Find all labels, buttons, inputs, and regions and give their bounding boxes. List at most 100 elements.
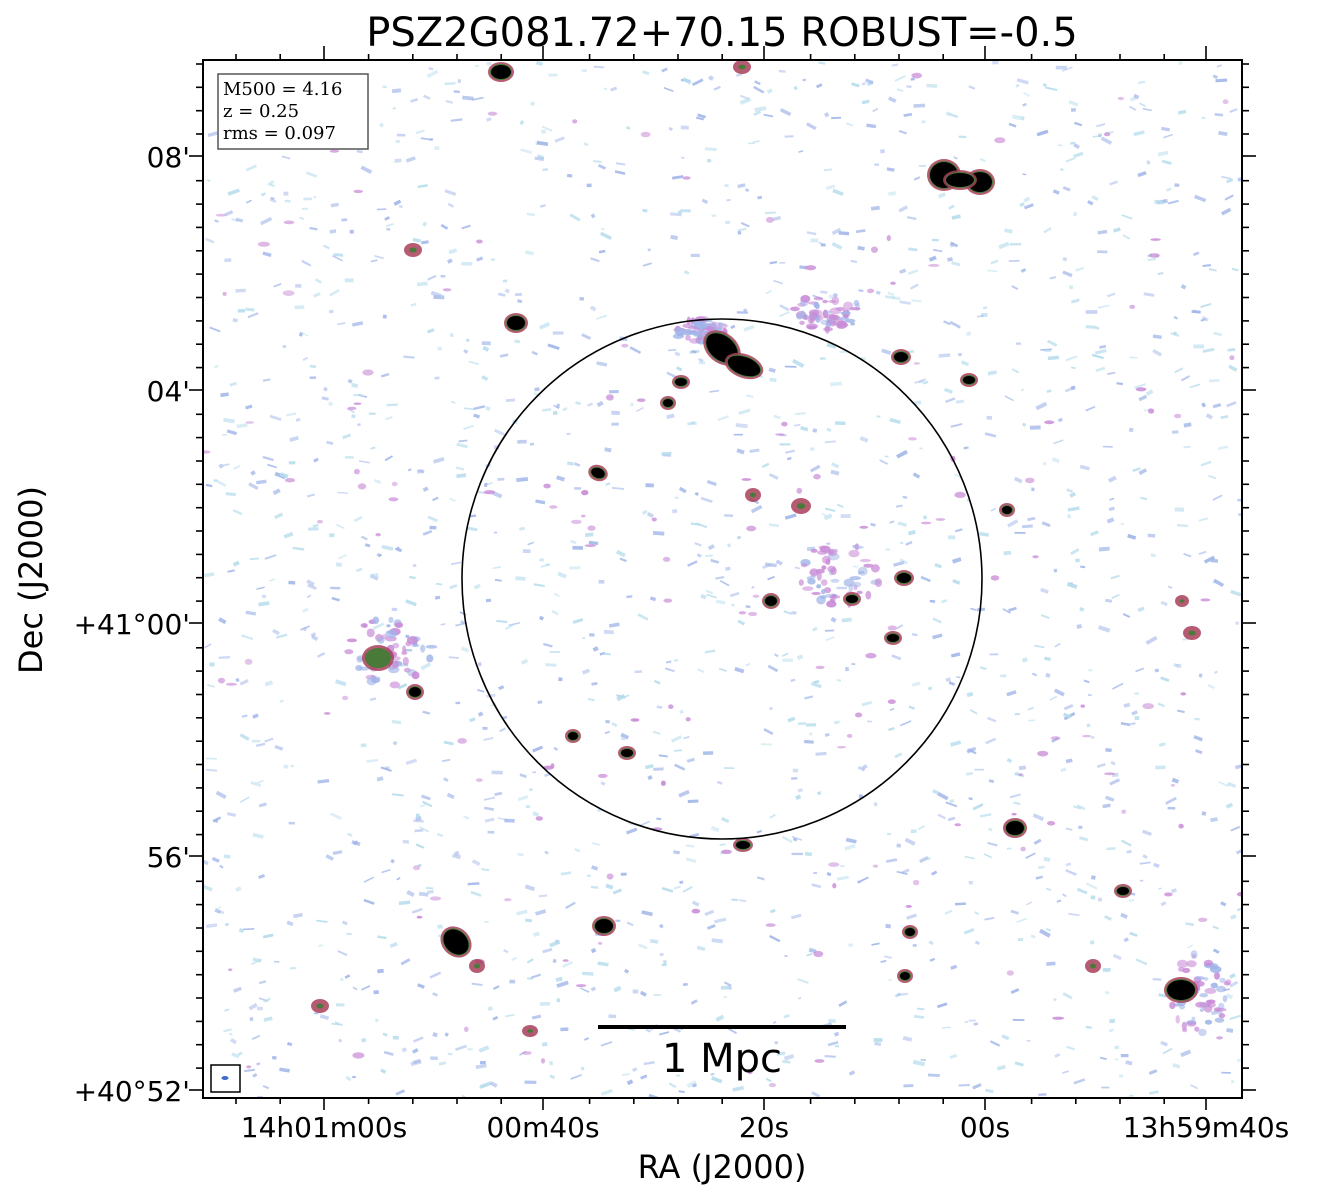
noise-speck: [519, 773, 527, 779]
noise-speck: [1215, 78, 1228, 83]
noise-speck: [1099, 1056, 1107, 1061]
noise-speck: [581, 971, 594, 976]
noise-speck: [675, 366, 683, 372]
noise-speck: [1013, 476, 1023, 484]
noise-speck: [440, 275, 446, 278]
noise-speck: [761, 462, 770, 469]
noise-speck: [395, 140, 400, 143]
noise-speck: [870, 205, 880, 211]
noise-speck: [899, 268, 907, 275]
noise-speck: [366, 758, 379, 763]
noise-speck: [258, 980, 267, 985]
diffuse-emission-blob: [856, 590, 863, 595]
noise-speck: [646, 511, 654, 519]
noise-speck-pink: [871, 246, 878, 253]
noise-speck: [615, 550, 626, 558]
noise-speck: [971, 750, 977, 755]
noise-speck: [218, 463, 224, 469]
noise-speck-pink: [630, 718, 640, 722]
noise-speck: [1145, 389, 1154, 396]
noise-speck-pink: [362, 369, 374, 376]
noise-speck-pink: [284, 478, 296, 483]
noise-speck-pink: [442, 288, 452, 292]
noise-speck: [726, 198, 731, 202]
noise-speck: [355, 567, 363, 573]
diffuse-emission-blob: [685, 334, 691, 341]
noise-speck: [1057, 417, 1063, 423]
noise-speck: [743, 324, 755, 332]
noise-speck: [302, 356, 309, 362]
noise-speck: [1079, 464, 1090, 471]
noise-speck: [1112, 953, 1122, 961]
noise-speck: [861, 99, 870, 105]
diffuse-emission-blob: [825, 310, 832, 314]
noise-speck: [614, 170, 626, 175]
noise-speck: [816, 83, 823, 89]
noise-speck: [1023, 203, 1034, 210]
noise-speck: [782, 835, 793, 843]
noise-speck: [982, 306, 988, 310]
noise-speck: [556, 403, 560, 408]
noise-speck: [249, 557, 259, 561]
noise-speck: [987, 716, 997, 723]
noise-speck: [852, 565, 859, 568]
noise-speck-pink: [1050, 736, 1061, 740]
noise-speck: [723, 995, 728, 999]
noise-speck: [412, 564, 417, 567]
diffuse-emission-blob: [366, 677, 377, 686]
noise-speck: [1173, 315, 1179, 320]
noise-speck: [1193, 735, 1203, 742]
diffuse-emission-blob: [372, 616, 380, 625]
noise-speck: [1090, 735, 1095, 740]
noise-speck: [1085, 325, 1097, 329]
noise-speck-pink: [605, 394, 614, 401]
noise-speck: [671, 508, 678, 514]
noise-speck: [552, 410, 558, 416]
noise-speck: [973, 1022, 979, 1026]
noise-speck: [1076, 804, 1086, 811]
noise-speck: [1065, 827, 1073, 831]
noise-speck: [696, 553, 702, 558]
noise-speck: [460, 646, 470, 653]
noise-speck: [504, 288, 510, 294]
noise-speck: [227, 188, 240, 196]
diffuse-emission-blob: [859, 558, 872, 563]
noise-speck: [336, 523, 345, 530]
noise-speck-pink: [475, 778, 483, 782]
noise-speck: [509, 979, 516, 984]
noise-speck: [974, 911, 980, 916]
noise-speck: [917, 825, 925, 831]
noise-speck: [668, 349, 677, 352]
noise-speck: [383, 1050, 394, 1056]
noise-speck: [596, 400, 604, 408]
diffuse-emission-blob: [853, 299, 860, 307]
noise-speck: [779, 261, 786, 264]
noise-speck: [729, 591, 740, 598]
noise-speck: [830, 469, 840, 476]
noise-speck: [966, 746, 977, 754]
noise-speck: [866, 123, 877, 129]
noise-speck: [905, 540, 913, 546]
noise-speck: [913, 103, 926, 108]
noise-speck: [608, 1014, 617, 1019]
noise-speck: [1212, 494, 1223, 501]
noise-speck: [1079, 836, 1089, 842]
noise-speck: [1208, 268, 1217, 272]
noise-speck: [1083, 679, 1090, 684]
noise-speck: [575, 401, 581, 406]
noise-speck: [645, 483, 654, 488]
noise-speck: [316, 919, 328, 923]
noise-speck: [573, 462, 581, 467]
noise-speck-pink: [549, 505, 558, 509]
noise-speck: [1104, 915, 1113, 921]
noise-speck: [1104, 991, 1110, 995]
noise-speck: [247, 312, 259, 319]
noise-speck: [596, 314, 608, 320]
noise-speck: [996, 1064, 1006, 1071]
noise-speck: [941, 599, 948, 604]
source-core: [409, 687, 421, 697]
noise-speck: [215, 906, 222, 911]
noise-speck: [1100, 136, 1113, 145]
noise-speck: [1067, 506, 1080, 512]
noise-speck: [891, 63, 899, 67]
